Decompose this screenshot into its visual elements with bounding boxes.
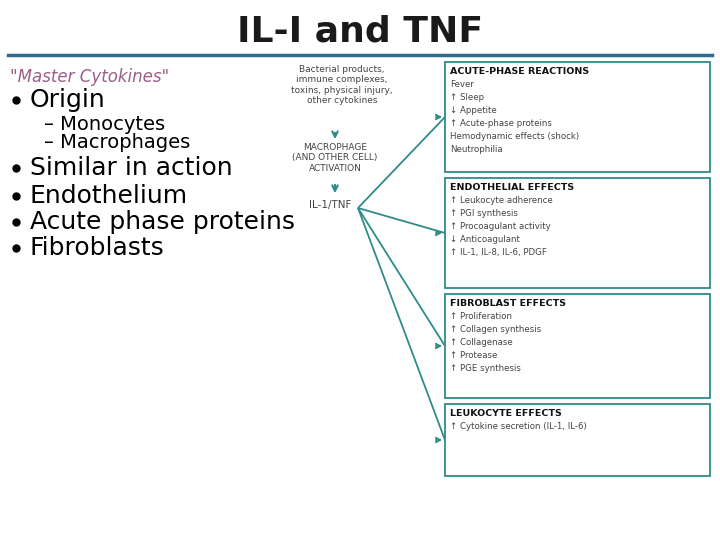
- Text: ↑ PGE synthesis: ↑ PGE synthesis: [450, 364, 521, 373]
- Bar: [445, 404, 710, 476]
- Text: ↑ Sleep: ↑ Sleep: [450, 93, 484, 102]
- Text: ↑ Protease: ↑ Protease: [450, 351, 498, 360]
- Bar: [445, 294, 710, 398]
- Bar: [445, 178, 710, 288]
- Text: – Monocytes: – Monocytes: [44, 116, 165, 134]
- Text: ↑ Collagenase: ↑ Collagenase: [450, 338, 513, 347]
- Text: Origin: Origin: [30, 88, 106, 112]
- Text: Neutrophilia: Neutrophilia: [450, 145, 503, 154]
- Text: LEUKOCYTE EFFECTS: LEUKOCYTE EFFECTS: [450, 409, 562, 418]
- Text: ↑ PGI synthesis: ↑ PGI synthesis: [450, 209, 518, 218]
- Text: ↑ Leukocyte adherence: ↑ Leukocyte adherence: [450, 196, 553, 205]
- Text: "Master Cytokines": "Master Cytokines": [10, 68, 169, 86]
- Text: IL-I and TNF: IL-I and TNF: [237, 15, 483, 49]
- Bar: [445, 62, 710, 172]
- Text: ↓ Appetite: ↓ Appetite: [450, 106, 497, 115]
- Text: Hemodynamic effects (shock): Hemodynamic effects (shock): [450, 132, 579, 141]
- Text: Acute phase proteins: Acute phase proteins: [30, 210, 295, 234]
- Text: ↑ Cytokine secretion (IL-1, IL-6): ↑ Cytokine secretion (IL-1, IL-6): [450, 422, 587, 431]
- Text: Fever: Fever: [450, 80, 474, 89]
- Text: ↓ Anticoagulant: ↓ Anticoagulant: [450, 235, 520, 244]
- Text: IL-1/TNF: IL-1/TNF: [309, 200, 351, 210]
- Text: ENDOTHELIAL EFFECTS: ENDOTHELIAL EFFECTS: [450, 183, 574, 192]
- Text: ↑ IL-1, IL-8, IL-6, PDGF: ↑ IL-1, IL-8, IL-6, PDGF: [450, 248, 547, 257]
- Text: Endothelium: Endothelium: [30, 184, 188, 208]
- Text: MACROPHAGE
(AND OTHER CELL)
ACTIVATION: MACROPHAGE (AND OTHER CELL) ACTIVATION: [292, 143, 378, 173]
- Text: – Macrophages: – Macrophages: [44, 132, 190, 152]
- Text: Bacterial products,
immune complexes,
toxins, physical injury,
other cytokines: Bacterial products, immune complexes, to…: [291, 65, 393, 105]
- Text: ↑ Acute-phase proteins: ↑ Acute-phase proteins: [450, 119, 552, 128]
- Text: Fibroblasts: Fibroblasts: [30, 236, 165, 260]
- Text: FIBROBLAST EFFECTS: FIBROBLAST EFFECTS: [450, 299, 566, 308]
- Text: ACUTE-PHASE REACTIONS: ACUTE-PHASE REACTIONS: [450, 67, 589, 76]
- Text: Similar in action: Similar in action: [30, 156, 233, 180]
- Text: ↑ Collagen synthesis: ↑ Collagen synthesis: [450, 325, 541, 334]
- Text: ↑ Procoagulant activity: ↑ Procoagulant activity: [450, 222, 551, 231]
- Text: ↑ Proliferation: ↑ Proliferation: [450, 312, 512, 321]
